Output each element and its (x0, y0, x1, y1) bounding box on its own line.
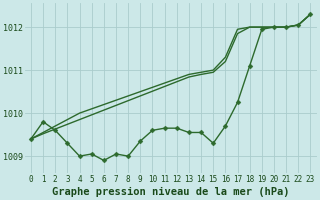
X-axis label: Graphe pression niveau de la mer (hPa): Graphe pression niveau de la mer (hPa) (52, 186, 290, 197)
